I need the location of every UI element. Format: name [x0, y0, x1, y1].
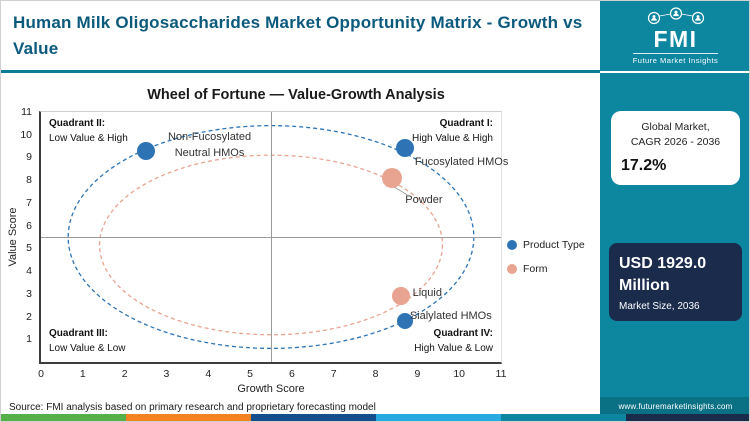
footer-stripe [376, 414, 501, 421]
data-point-label: Liquid [412, 287, 442, 300]
y-tick-label: 3 [26, 287, 32, 300]
y-tick-label: 10 [20, 128, 32, 141]
quadrant-name: Quadrant II: [49, 118, 106, 129]
quadrant-divider-horizontal [41, 237, 501, 238]
quadrant-desc: High Value & High [412, 133, 493, 144]
quadrant-iii-label: Quadrant III: Low Value & Low [49, 326, 126, 356]
source-note: Source: FMI analysis based on primary re… [9, 402, 376, 413]
data-point-label: Non-Fucosylated Neutral HMOs [167, 130, 252, 159]
x-tick-label: 5 [247, 368, 253, 380]
x-axis-title: Growth Score [237, 383, 305, 395]
y-tick-label: 1 [26, 333, 32, 346]
data-point-label: Sialylated HMOs [409, 310, 492, 323]
cagr-card: Global Market, CAGR 2026 - 2036 17.2% [611, 111, 740, 186]
data-point-label: Fucosylated HMOs [414, 156, 509, 169]
website-link[interactable]: www.futuremarketinsights.com [618, 402, 733, 411]
x-tick-label: 9 [414, 368, 421, 380]
quadrant-ii-label: Quadrant II: Low Value & High [49, 116, 128, 146]
market-size-card: USD 1929.0 Million Market Size, 2036 [609, 243, 742, 322]
x-tick-label: 2 [121, 368, 128, 380]
market-size-caption: Market Size, 2036 [619, 301, 700, 313]
quadrant-desc: Low Value & Low [49, 343, 126, 354]
footer-stripe [1, 414, 126, 421]
chart-legend: Product Type Form [507, 239, 585, 275]
footer-stripe [126, 414, 251, 421]
market-size-value-line1: USD 1929.0 [619, 255, 707, 272]
quadrant-i-label: Quadrant I: High Value & High [412, 116, 493, 146]
y-tick-label: 6 [26, 219, 32, 232]
x-tick-label: 11 [495, 368, 507, 380]
quadrant-desc: High Value & Low [414, 343, 493, 354]
fmi-logo-block: FMI Future Market Insights [600, 1, 749, 73]
chart-panel: Wheel of Fortune — Value-Growth Analysis… [1, 73, 600, 416]
fmi-people-icons [647, 7, 704, 25]
data-point [396, 313, 413, 330]
data-point [136, 141, 155, 160]
label-connector [394, 186, 408, 196]
data-point-label: Powder [405, 193, 443, 206]
x-tick-label: 4 [205, 368, 212, 380]
quadrant-desc: Low Value & High [49, 133, 128, 144]
x-tick-label: 0 [38, 368, 44, 380]
sidebar: Global Market, CAGR 2026 - 2036 17.2% US… [600, 73, 749, 416]
x-tick-label: 7 [330, 368, 337, 380]
y-tick-label: 2 [26, 310, 32, 323]
y-tick-label: 7 [26, 196, 32, 209]
y-axis-title: Value Score [7, 207, 19, 267]
fmi-logo-caption: Future Market Insights [632, 53, 719, 65]
legend-item: Form [507, 263, 585, 275]
market-size-value-line2: Million [619, 276, 670, 294]
y-tick-label: 8 [26, 174, 32, 187]
data-point [391, 287, 410, 306]
footer-stripe [501, 414, 626, 421]
legend-swatch [507, 240, 517, 250]
quadrant-name: Quadrant IV: [433, 328, 493, 339]
cagr-card-line1: Global Market, [641, 121, 710, 133]
page-title: Human Milk Oligosaccharides Market Oppor… [13, 13, 583, 58]
y-tick-label: 9 [26, 151, 32, 164]
plot-area: Quadrant II: Low Value & High Quadrant I… [7, 106, 508, 395]
legend-swatch [507, 264, 517, 274]
y-tick-label: 4 [26, 265, 32, 278]
data-point [395, 139, 414, 158]
chart-title: Wheel of Fortune — Value-Growth Analysis [147, 87, 445, 103]
cagr-value: 17.2% [621, 157, 667, 175]
cagr-card-line2: CAGR 2026 - 2036 [630, 136, 721, 149]
x-tick-label: 10 [453, 368, 466, 380]
footer-stripe [626, 414, 749, 421]
header: Human Milk Oligosaccharides Market Oppor… [1, 1, 600, 73]
x-tick-label: 6 [288, 368, 295, 380]
quadrant-name: Quadrant III: [49, 328, 108, 339]
fmi-logo-text: FMI [653, 25, 698, 52]
footer-stripe [251, 414, 376, 421]
x-tick-label: 1 [79, 368, 86, 380]
x-tick-label: 3 [163, 368, 170, 380]
legend-item: Product Type [507, 239, 585, 251]
footer-color-stripes [1, 414, 749, 421]
legend-label: Form [523, 263, 548, 275]
x-tick-label: 8 [372, 368, 379, 380]
quadrant-iv-label: Quadrant IV: High Value & Low [414, 326, 493, 356]
website-bar: www.futuremarketinsights.com [600, 397, 749, 416]
y-tick-label: 5 [26, 242, 32, 255]
y-tick-label: 11 [21, 106, 32, 118]
legend-label: Product Type [523, 239, 585, 251]
quadrant-name: Quadrant I: [439, 118, 493, 129]
data-point [382, 167, 403, 188]
